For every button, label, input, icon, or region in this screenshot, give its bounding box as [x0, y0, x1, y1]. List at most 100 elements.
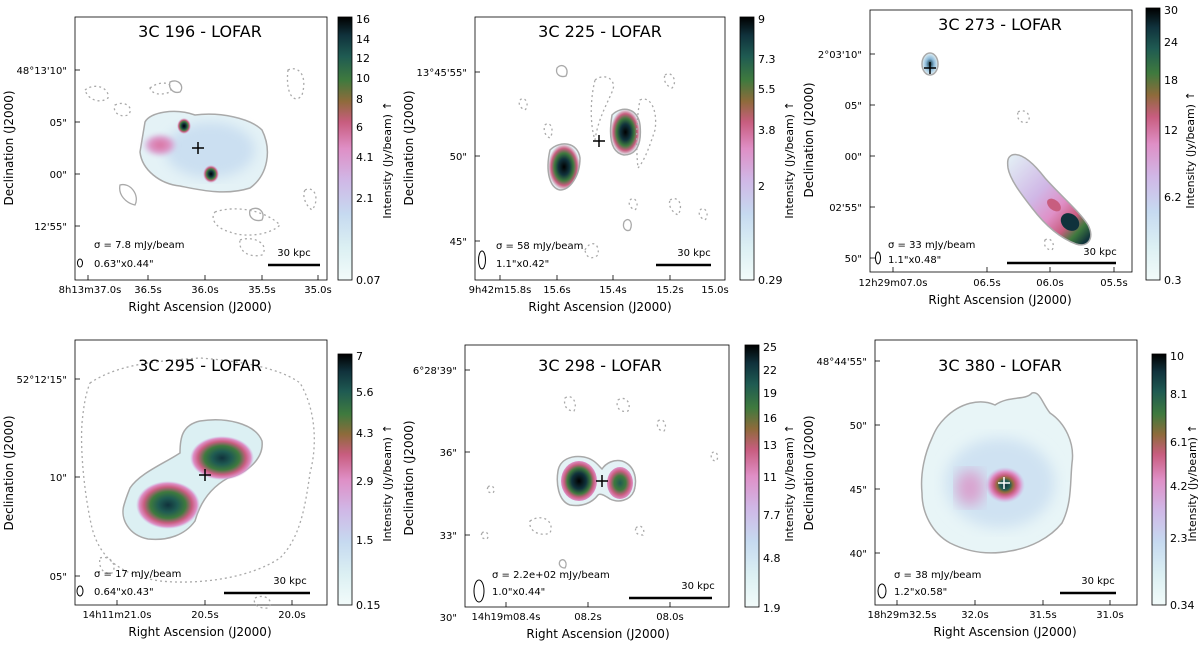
panel-title: 3C 380 - LOFAR	[938, 356, 1062, 375]
core-position-cross	[924, 62, 936, 74]
beam-size: 1.1"x0.48"	[888, 255, 941, 266]
scale-bar-label: 30 kpc	[681, 581, 715, 592]
cbar-tick: 19	[763, 387, 777, 400]
colorbar-label: Intensity (Jy/beam) ↑	[1186, 424, 1199, 541]
scale-bar-label: 30 kpc	[277, 248, 311, 259]
colorbar-label: Intensity (Jy/beam) ↑	[381, 101, 394, 218]
ytick: 05"	[50, 118, 67, 129]
colorbar-label: Intensity (Jy/beam) ↑	[1184, 91, 1197, 208]
cbar-tick: 12	[1164, 124, 1178, 137]
cbar-tick: 12	[356, 52, 370, 65]
cbar-tick: 25	[763, 341, 777, 354]
xtick: 14h19m08.4s	[471, 612, 540, 623]
cbar-tick: 0.15	[356, 599, 381, 612]
xtick: 15.4s	[599, 285, 626, 296]
ytick: 50"	[450, 152, 467, 163]
cbar-tick: 6.2	[1164, 191, 1182, 204]
cbar-tick: 24	[1164, 36, 1178, 49]
xtick: 12h29m07.0s	[858, 278, 927, 289]
cbar-tick: 11	[763, 471, 777, 484]
cbar-tick: 10	[356, 72, 370, 85]
core-position-cross	[596, 475, 608, 487]
noise-level: σ = 33 mJy/beam	[888, 240, 975, 251]
scale-bar-label: 30 kpc	[677, 248, 711, 259]
ytick: 33"	[440, 531, 457, 542]
xtick: 15.0s	[701, 285, 728, 296]
cbar-tick: 2.9	[356, 475, 374, 488]
xtick: 20.5s	[191, 610, 218, 621]
panel-title: 3C 196 - LOFAR	[138, 22, 262, 41]
cbar-tick: 8.1	[1170, 388, 1188, 401]
ytick: 6°28'39"	[413, 366, 457, 377]
core-position-cross	[998, 477, 1010, 489]
xtick: 06.0s	[1036, 278, 1063, 289]
colorbar	[744, 344, 760, 608]
xtick: 36.5s	[134, 285, 161, 296]
cbar-tick: 1.5	[356, 534, 374, 547]
cbar-tick: 30	[1164, 4, 1178, 17]
y-axis-label: Declination (J2000)	[2, 90, 16, 205]
panel-3c298: 3C 298 - LOFAR 6°28'39" 36" 33" 30" 14h1…	[400, 323, 800, 647]
xtick: 8h13m37.0s	[59, 285, 122, 296]
x-axis-label: Right Ascension (J2000)	[526, 627, 669, 641]
scale-bar-label: 30 kpc	[1081, 576, 1115, 587]
beam-ellipse	[76, 585, 84, 597]
panel-3c273: 3C 273 - LOFAR 2°03'10" 05" 00" 02'55" 5…	[800, 0, 1200, 323]
ytick: 2°03'10"	[818, 50, 862, 61]
colorbar-label: Intensity (Jy/beam) ↑	[783, 424, 796, 541]
positive-contours	[558, 559, 567, 569]
noise-level: σ = 38 mJy/beam	[894, 570, 981, 581]
colorbar	[1145, 7, 1161, 281]
x-axis-label: Right Ascension (J2000)	[128, 625, 271, 639]
core-position-cross	[192, 142, 204, 154]
cbar-tick: 0.29	[758, 274, 783, 287]
noise-level: σ = 2.2e+02 mJy/beam	[492, 570, 610, 581]
ytick: 45"	[850, 485, 867, 496]
cbar-tick: 6	[356, 121, 363, 134]
cbar-tick: 7	[356, 350, 363, 363]
panel-3c295: 3C 295 - LOFAR 52°12'15" 10" 05" 14h11m2…	[0, 323, 400, 647]
ytick: 05"	[845, 101, 862, 112]
colorbar-label: Intensity (Jy/beam) ↑	[783, 101, 796, 218]
xtick: 35.0s	[304, 285, 331, 296]
cbar-tick: 22	[763, 364, 777, 377]
cbar-tick: 5.5	[758, 83, 776, 96]
xtick: 31.5s	[1029, 610, 1056, 621]
beam-ellipse	[875, 251, 881, 265]
cbar-tick: 13	[763, 439, 777, 452]
y-axis-label: Declination (J2000)	[802, 82, 816, 197]
xtick: 20.0s	[278, 610, 305, 621]
cbar-tick: 2.1	[356, 192, 374, 205]
cbar-tick: 7.3	[758, 53, 776, 66]
panel-title: 3C 225 - LOFAR	[538, 22, 662, 41]
xtick: 15.6s	[543, 285, 570, 296]
beam-ellipse	[478, 250, 486, 270]
xtick: 35.5s	[248, 285, 275, 296]
x-axis-label: Right Ascension (J2000)	[933, 625, 1076, 639]
xtick: 32.0s	[961, 610, 988, 621]
panel-title: 3C 273 - LOFAR	[938, 15, 1062, 34]
negative-contours	[84, 68, 317, 257]
ytick: 52°12'15"	[16, 375, 67, 386]
cbar-tick: 10	[1170, 350, 1184, 363]
ytick: 02'55"	[829, 203, 862, 214]
plot-frame	[474, 16, 726, 281]
negative-contours	[480, 396, 719, 540]
ytick: 36"	[440, 448, 457, 459]
panel-3c273-svg: 3C 273 - LOFAR 2°03'10" 05" 00" 02'55" 5…	[802, 4, 1197, 307]
panel-title: 3C 298 - LOFAR	[538, 356, 662, 375]
cbar-tick: 4.2	[1170, 480, 1188, 493]
cbar-tick: 1.9	[763, 602, 781, 615]
colorbar	[739, 16, 755, 281]
ytick: 48°44'55"	[816, 357, 867, 368]
xtick: 06.5s	[973, 278, 1000, 289]
y-axis-label: Declination (J2000)	[802, 415, 816, 530]
scale-bar-label: 30 kpc	[273, 576, 307, 587]
panel-3c196-svg: 3C 196 - LOFAR 48°13'10" 05" 00" 12'55" …	[2, 13, 394, 314]
y-axis-label: Declination (J2000)	[2, 415, 16, 530]
radio-emission	[920, 392, 1074, 554]
panel-3c298-svg: 3C 298 - LOFAR 6°28'39" 36" 33" 30" 14h1…	[402, 341, 796, 641]
positive-contours	[119, 80, 264, 222]
x-axis-label: Right Ascension (J2000)	[928, 293, 1071, 307]
y-axis-label: Declination (J2000)	[402, 420, 416, 535]
